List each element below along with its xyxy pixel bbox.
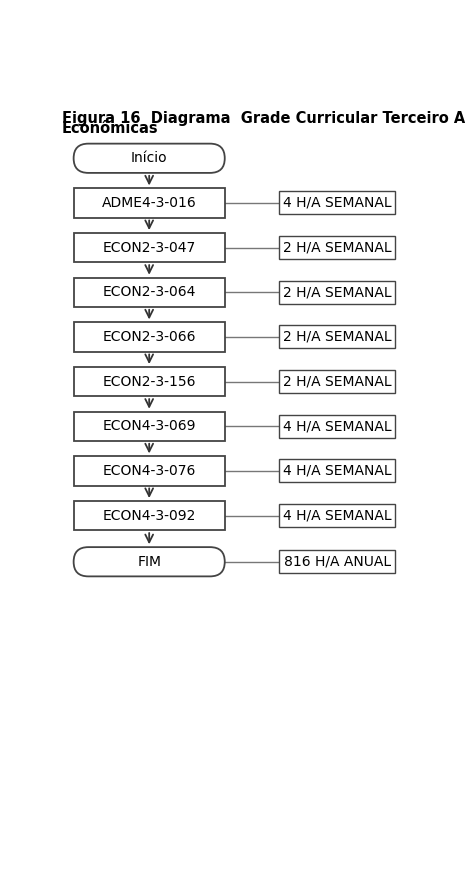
- FancyBboxPatch shape: [73, 547, 225, 576]
- Text: 4 H/A SEMANAL: 4 H/A SEMANAL: [283, 509, 392, 523]
- Bar: [73, 188, 225, 218]
- Text: ECON2-3-156: ECON2-3-156: [102, 374, 196, 388]
- Bar: [279, 460, 395, 483]
- Bar: [279, 504, 395, 527]
- Bar: [279, 191, 395, 214]
- Bar: [279, 414, 395, 437]
- Text: Econômicas: Econômicas: [62, 121, 159, 135]
- Text: Início: Início: [131, 151, 167, 165]
- Text: 2 H/A SEMANAL: 2 H/A SEMANAL: [283, 241, 392, 254]
- Bar: [279, 281, 395, 304]
- Bar: [73, 412, 225, 441]
- Text: ECON4-3-092: ECON4-3-092: [102, 509, 196, 523]
- Bar: [73, 277, 225, 307]
- Bar: [73, 501, 225, 530]
- Bar: [73, 323, 225, 351]
- Text: 4 H/A SEMANAL: 4 H/A SEMANAL: [283, 464, 392, 478]
- Text: 4 H/A SEMANAL: 4 H/A SEMANAL: [283, 420, 392, 433]
- Text: 2 H/A SEMANAL: 2 H/A SEMANAL: [283, 374, 392, 388]
- Bar: [73, 367, 225, 396]
- Bar: [279, 325, 395, 348]
- Text: ECON2-3-066: ECON2-3-066: [102, 330, 196, 344]
- Text: 2 H/A SEMANAL: 2 H/A SEMANAL: [283, 330, 392, 344]
- Bar: [279, 370, 395, 393]
- Text: Figura 16  Diagrama  Grade Curricular Terceiro Ano  Curso Ciências: Figura 16 Diagrama Grade Curricular Terc…: [62, 109, 465, 125]
- Text: FIM: FIM: [137, 555, 161, 569]
- Text: 4 H/A SEMANAL: 4 H/A SEMANAL: [283, 196, 392, 210]
- Text: ECON2-3-047: ECON2-3-047: [103, 241, 196, 254]
- Text: 2 H/A SEMANAL: 2 H/A SEMANAL: [283, 285, 392, 300]
- FancyBboxPatch shape: [73, 144, 225, 172]
- Bar: [73, 233, 225, 262]
- Text: ECON4-3-069: ECON4-3-069: [102, 420, 196, 433]
- Text: ADME4-3-016: ADME4-3-016: [102, 196, 197, 210]
- Bar: [73, 456, 225, 485]
- Text: ECON4-3-076: ECON4-3-076: [102, 464, 196, 478]
- Text: ECON2-3-064: ECON2-3-064: [102, 285, 196, 300]
- Text: 816 H/A ANUAL: 816 H/A ANUAL: [284, 555, 391, 569]
- Bar: [279, 550, 395, 573]
- Bar: [279, 236, 395, 259]
